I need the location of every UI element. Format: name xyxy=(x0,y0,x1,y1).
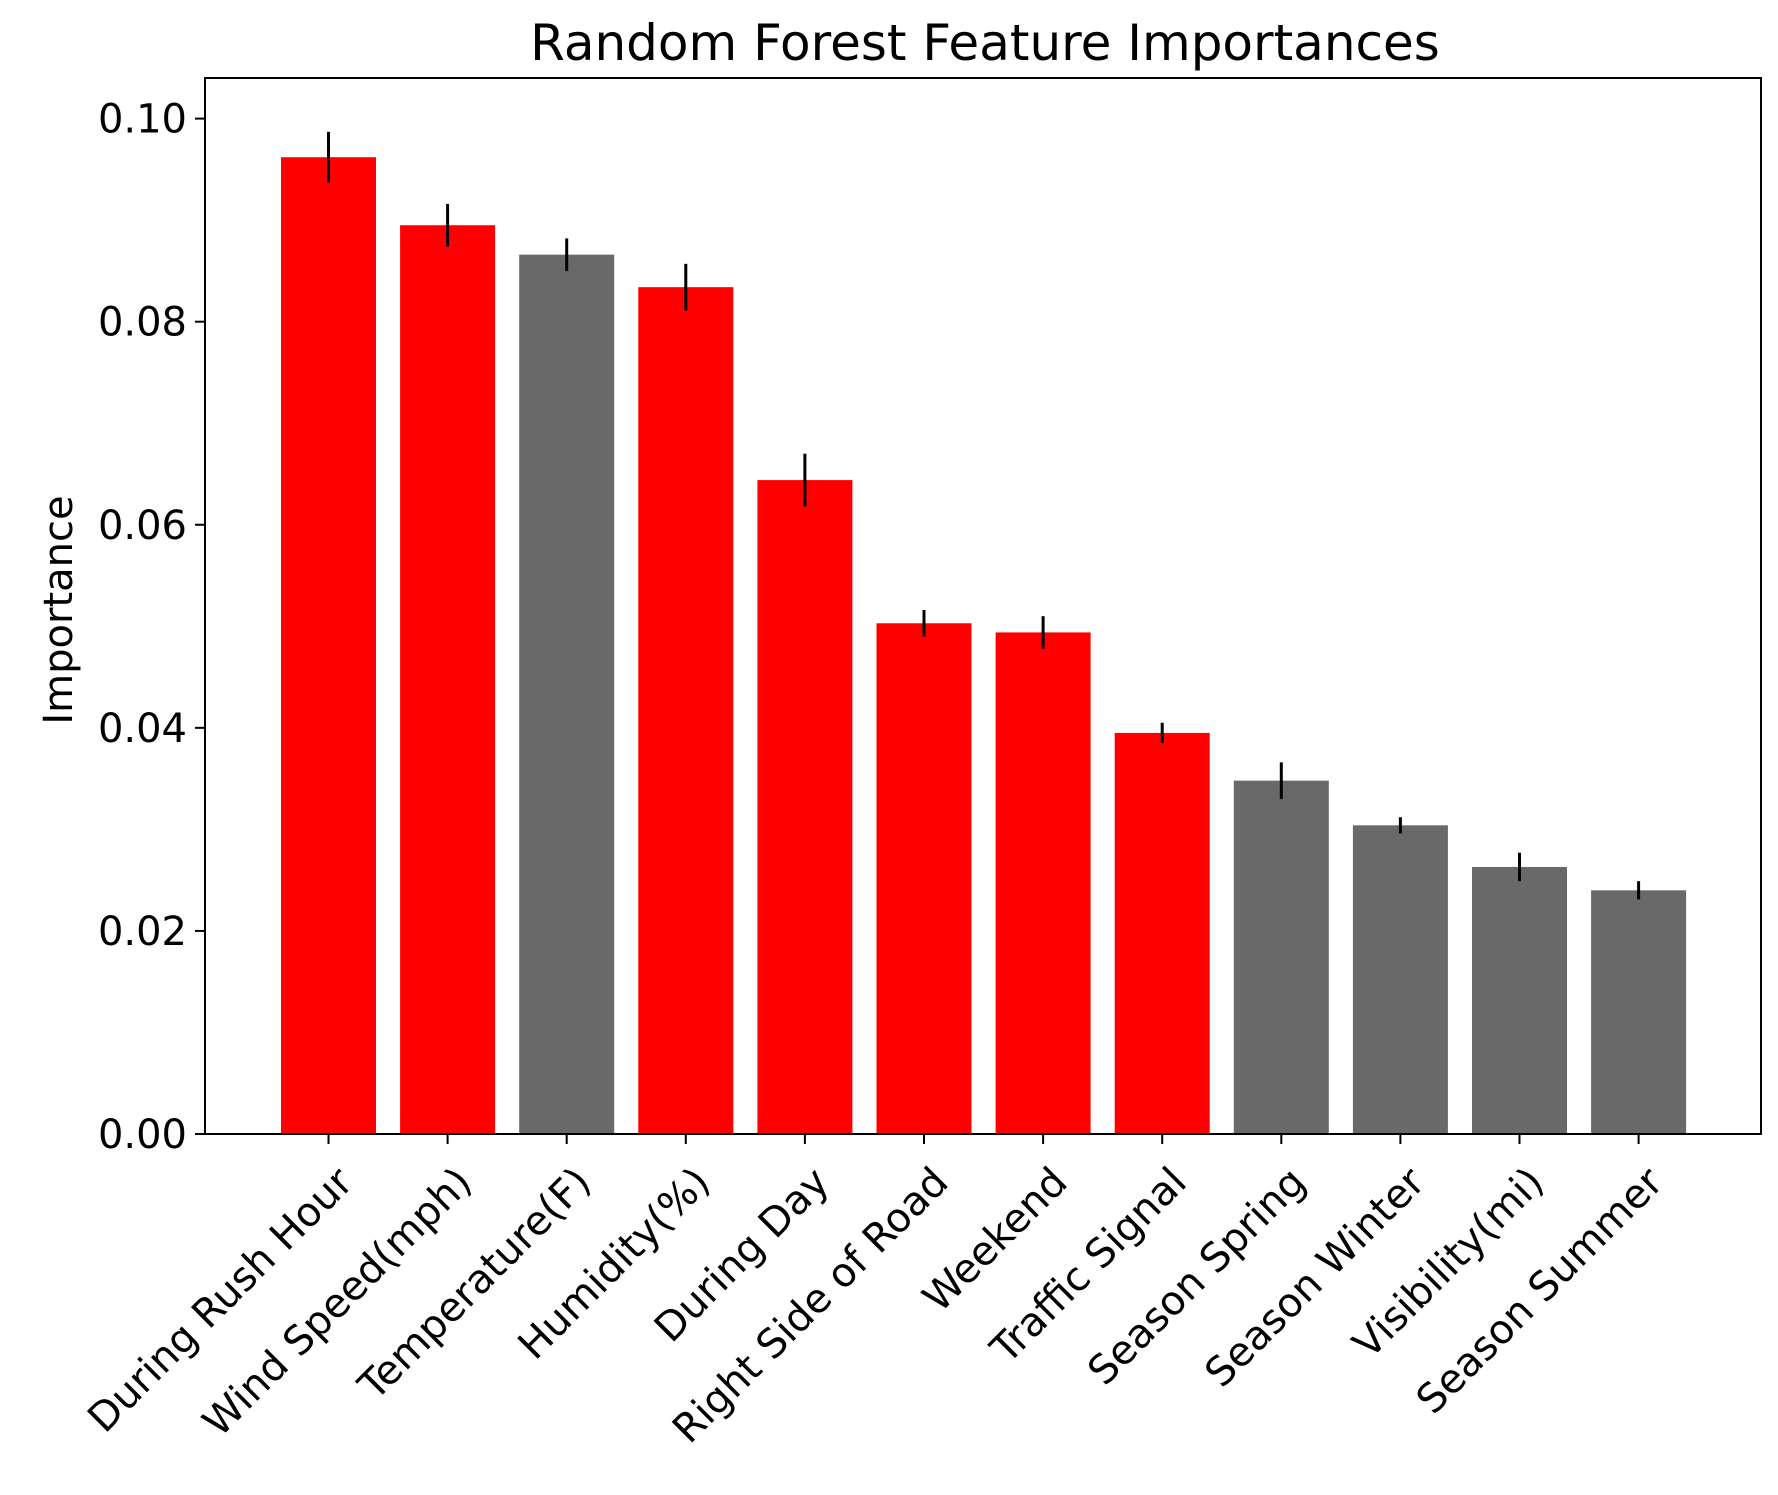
bar xyxy=(1472,866,1567,1134)
bars-group xyxy=(281,157,1687,1135)
bar xyxy=(876,623,972,1134)
bar xyxy=(1591,890,1687,1134)
bar xyxy=(995,632,1091,1134)
y-tick-label: 0.06 xyxy=(98,503,187,549)
y-tick-label: 0.08 xyxy=(98,300,187,346)
bar xyxy=(400,225,496,1134)
y-axis-label: Importance xyxy=(36,495,82,724)
chart-title: Random Forest Feature Importances xyxy=(530,14,1440,72)
y-tick-label: 0.04 xyxy=(98,706,187,752)
y-tick-label: 0.00 xyxy=(98,1112,187,1158)
y-tick-label: 0.10 xyxy=(98,97,187,143)
error-bars-group xyxy=(327,131,1641,900)
bar xyxy=(519,254,615,1134)
bar xyxy=(281,157,376,1134)
y-tick-label: 0.02 xyxy=(98,909,187,955)
y-axis-ticks: 0.00 0.02 0.04 0.06 0.08 0.10 xyxy=(98,97,205,1158)
bar xyxy=(1114,732,1210,1134)
bar xyxy=(757,480,853,1135)
bar xyxy=(1233,780,1329,1134)
plot-frame xyxy=(204,77,1762,1135)
bar xyxy=(638,287,734,1135)
bar xyxy=(1352,825,1448,1134)
